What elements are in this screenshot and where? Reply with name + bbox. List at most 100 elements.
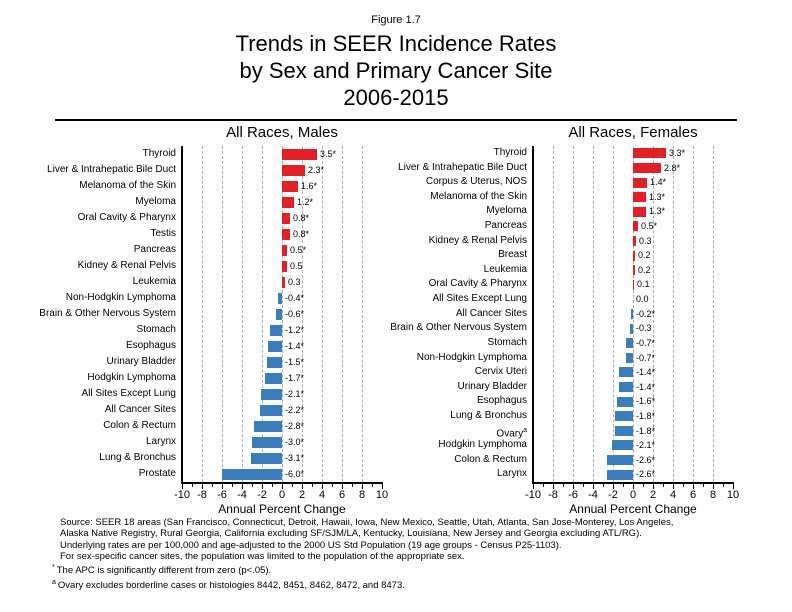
footnote-text: The APC is significantly different from … (56, 565, 272, 577)
chart-title: All Races, Females (568, 124, 698, 141)
bar (270, 325, 282, 336)
axis-tick-label: 0 (629, 489, 637, 501)
category-label: Non-Hodgkin Lymphoma (416, 351, 527, 363)
gridline (342, 146, 343, 482)
axis-tick-label: 10 (726, 489, 740, 501)
gridline (302, 146, 303, 482)
footnote-marker: a (52, 578, 56, 586)
figure-title-line-2: by Sex and Primary Cancer Site (239, 58, 553, 83)
bar (615, 411, 633, 421)
category-label: Larynx (496, 468, 527, 480)
axis-major-tick (653, 484, 654, 489)
figure-title-line-1: Trends in SEER Incidence Rates (235, 31, 557, 56)
axis-minor-tick (563, 484, 564, 487)
axis-minor-tick (272, 484, 273, 487)
y-axis-line (532, 146, 534, 484)
category-label: Urinary Bladder (106, 356, 176, 367)
footnote-text: Ovary excludes borderline cases or histo… (57, 579, 405, 591)
axis-minor-tick (332, 484, 333, 487)
value-label: 1.4* (650, 177, 667, 188)
value-label: -0.2* (636, 308, 656, 319)
gridline (693, 146, 694, 482)
bar (282, 229, 290, 240)
bar (282, 181, 298, 192)
axis-tick-label: -6 (568, 489, 578, 501)
x-axis-line (181, 482, 383, 484)
bar (267, 357, 282, 368)
footer-notes: Source: SEER 18 areas (San Francisco, Co… (52, 517, 762, 591)
category-label: Lung & Bronchus (99, 452, 176, 463)
axis-tick-label: -2 (608, 489, 618, 501)
gridline (633, 146, 634, 482)
bar (615, 426, 633, 436)
value-label: 0.2 (638, 264, 651, 275)
value-label: 1.6* (301, 181, 318, 191)
source-line: Underlying rates are per 100,000 and age… (60, 539, 562, 551)
category-label: Non-Hodgkin Lymphoma (65, 292, 176, 303)
bar (282, 245, 287, 256)
axis-major-tick (693, 484, 694, 489)
gridline (202, 146, 203, 482)
category-label: Brain & Other Nervous System (39, 308, 176, 319)
bar (268, 341, 282, 352)
value-label: 3.5* (320, 149, 337, 159)
value-label: -1.8* (636, 410, 656, 421)
value-label: -1.6* (636, 396, 656, 407)
bar (633, 221, 638, 231)
value-label: -1.2* (285, 325, 305, 335)
axis-minor-tick (703, 484, 704, 487)
value-label: 0.1 (637, 279, 650, 290)
gridline (262, 146, 263, 482)
x-axis-label: Annual Percent Change (569, 502, 697, 516)
axis-minor-tick (372, 484, 373, 487)
source-line: Source: SEER 18 areas (San Francisco, Co… (60, 517, 674, 528)
category-label: All Cancer Sites (104, 404, 176, 415)
category-label: All Sites Except Lung (81, 388, 177, 399)
bar (252, 437, 282, 448)
category-label: Hodgkin Lymphoma (87, 372, 176, 383)
axis-minor-tick (683, 484, 684, 487)
bar (265, 373, 282, 384)
value-label: -0.4* (285, 293, 305, 303)
bar (276, 309, 282, 320)
bar (282, 197, 294, 208)
category-label: Corpus & Uterus, NOS (425, 176, 527, 188)
footnote-marker: * (52, 564, 55, 572)
axis-major-tick (182, 484, 183, 489)
axis-minor-tick (583, 484, 584, 487)
bar (282, 149, 317, 160)
value-label: -3.0* (285, 437, 305, 447)
axis-minor-tick (543, 484, 544, 487)
axis-major-tick (673, 484, 674, 489)
value-label: -3.1* (285, 453, 305, 463)
bar (633, 163, 661, 173)
bar (626, 338, 633, 348)
axis-major-tick (593, 484, 594, 489)
bar (617, 397, 633, 407)
bar (633, 280, 634, 290)
gridline (713, 146, 714, 482)
bar (260, 405, 282, 416)
x-axis-label: Annual Percent Change (218, 502, 346, 516)
gridline (282, 146, 283, 482)
axis-major-tick (713, 484, 714, 489)
value-label: -2.6* (636, 469, 656, 480)
value-label: -2.6* (636, 454, 656, 465)
value-label: -1.4* (636, 381, 656, 392)
category-label: Esophagus (476, 395, 527, 407)
axis-major-tick (202, 484, 203, 489)
bar (254, 421, 282, 432)
category-label: Breast (498, 249, 527, 261)
category-label: Myeloma (486, 205, 527, 217)
bar (251, 453, 282, 464)
value-label: 0.5* (290, 245, 307, 255)
y-axis-line (181, 146, 183, 484)
axis-tick-label: 6 (689, 489, 697, 501)
bar (607, 455, 633, 465)
bar (633, 207, 646, 217)
category-label: Hodgkin Lymphoma (438, 439, 527, 451)
value-label: -2.1* (636, 440, 656, 451)
axis-minor-tick (252, 484, 253, 487)
axis-minor-tick (312, 484, 313, 487)
axis-major-tick (533, 484, 534, 489)
